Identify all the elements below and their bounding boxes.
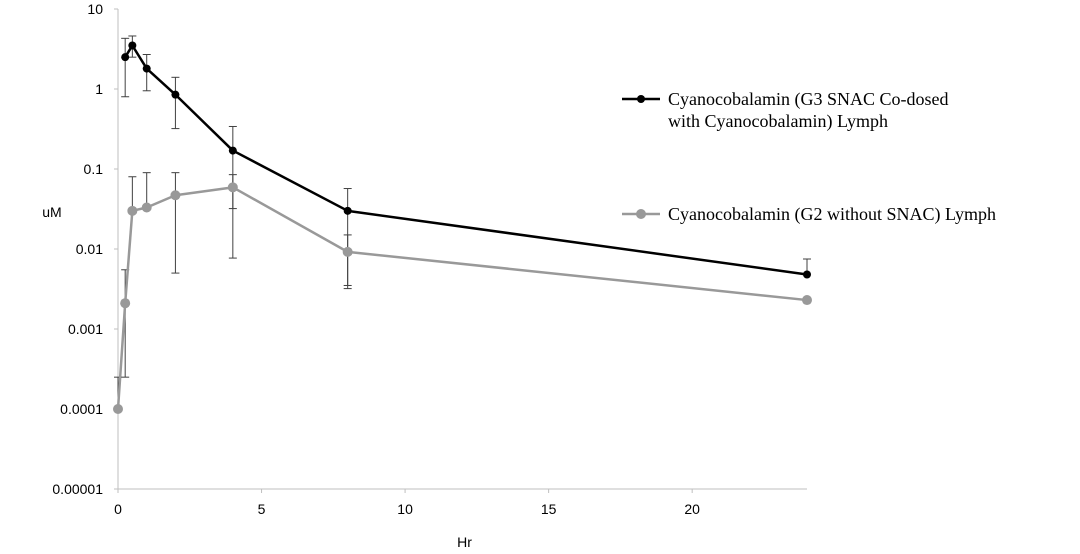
x-tick-label: 20 bbox=[684, 501, 700, 517]
data-point bbox=[802, 295, 812, 306]
series-2 bbox=[113, 172, 812, 414]
data-point bbox=[127, 205, 138, 216]
x-tick-label: 15 bbox=[541, 501, 557, 517]
x-axis-ticks: 0 5 10 15 20 bbox=[114, 489, 700, 517]
series-1 bbox=[121, 35, 811, 286]
data-point bbox=[228, 146, 237, 155]
y-tick-label: 0.0001 bbox=[60, 401, 103, 417]
data-point bbox=[170, 190, 181, 201]
series-line bbox=[124, 44, 808, 276]
y-tick-label: 10 bbox=[87, 1, 103, 17]
data-point bbox=[343, 206, 352, 215]
x-tick-label: 5 bbox=[258, 501, 266, 517]
y-axis-ticks: 10 1 0.1 0.01 0.001 0.0001 0.00001 bbox=[52, 1, 118, 497]
y-tick-label: 0.001 bbox=[68, 321, 103, 337]
series-layer bbox=[113, 35, 812, 414]
x-axis-title: Hr bbox=[457, 534, 472, 550]
data-point bbox=[128, 41, 137, 50]
data-point bbox=[120, 298, 131, 309]
data-point bbox=[141, 202, 152, 213]
y-tick-label: 0.01 bbox=[76, 241, 103, 257]
series-line bbox=[116, 186, 808, 410]
legend-label: Cyanocobalamin (G2 without SNAC) Lymph bbox=[668, 204, 996, 225]
legend-item-2: Cyanocobalamin (G2 without SNAC) Lymph bbox=[622, 204, 996, 225]
legend-swatch-marker bbox=[636, 209, 646, 219]
data-point bbox=[113, 404, 123, 414]
data-point bbox=[342, 246, 353, 257]
y-tick-label: 0.00001 bbox=[52, 481, 103, 497]
data-point bbox=[803, 270, 811, 279]
data-point bbox=[142, 64, 151, 73]
legend-label: Cyanocobalamin (G3 SNAC Co-dosed bbox=[668, 89, 948, 110]
data-point bbox=[227, 182, 238, 193]
y-axis-title: uM bbox=[42, 204, 61, 220]
x-tick-label: 10 bbox=[397, 501, 413, 517]
y-tick-label: 1 bbox=[95, 81, 103, 97]
data-point bbox=[121, 53, 130, 62]
y-tick-label: 0.1 bbox=[84, 161, 104, 177]
data-point bbox=[171, 90, 180, 99]
axes bbox=[117, 9, 807, 490]
x-tick-label: 0 bbox=[114, 501, 122, 517]
legend-label: with Cyanocobalamin) Lymph bbox=[668, 111, 888, 132]
legend-swatch-marker bbox=[637, 95, 645, 103]
